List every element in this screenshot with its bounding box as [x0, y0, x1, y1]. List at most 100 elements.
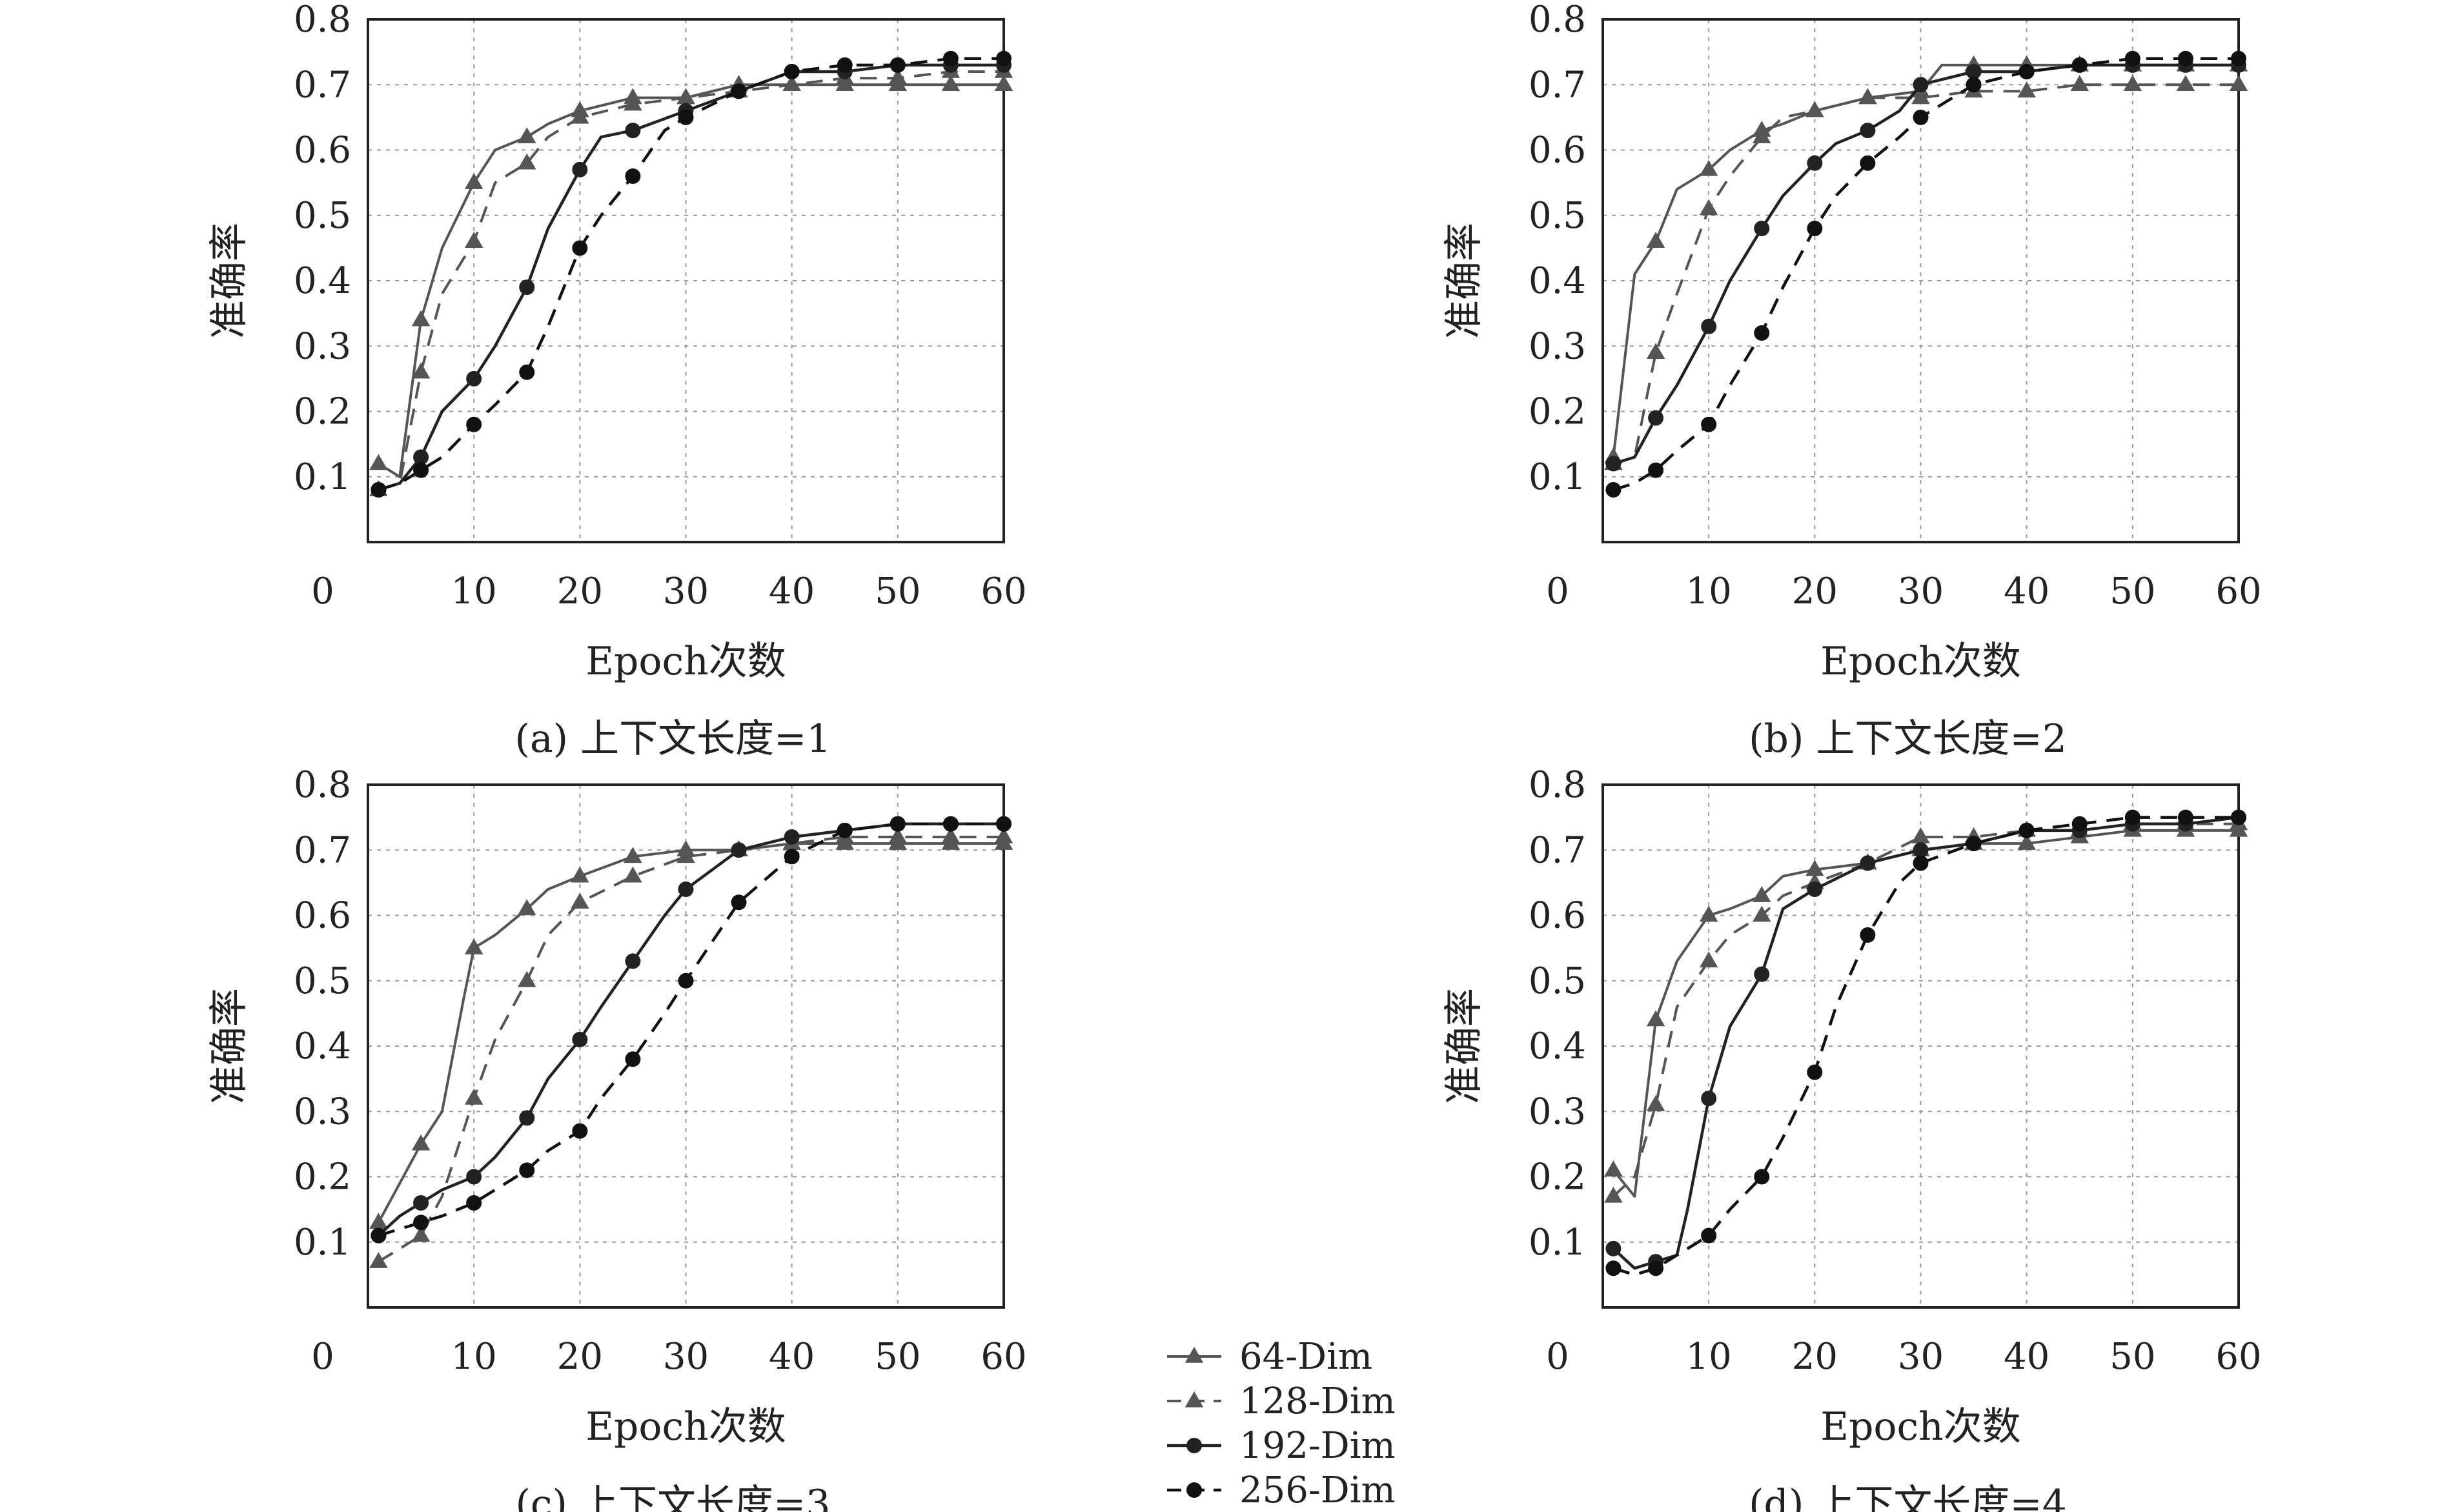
y-axis-label: 准确率	[1441, 223, 1487, 339]
y-tick-label: 0.3	[1529, 325, 1586, 367]
y-tick-label: 0.7	[1529, 64, 1586, 106]
data-point-marker	[1701, 416, 1717, 432]
y-tick-label: 0.3	[294, 325, 351, 367]
panel-caption: (c) 上下文长度=3	[516, 1482, 831, 1512]
y-tick-label: 0.1	[294, 1222, 351, 1264]
data-point-marker	[1699, 951, 1718, 968]
legend-item: 128-Dim	[1167, 1380, 1396, 1422]
y-tick-label: 0.3	[294, 1091, 351, 1133]
data-point-marker	[1911, 88, 1930, 105]
data-point-marker	[676, 847, 695, 863]
data-point-marker	[1754, 1169, 1770, 1185]
plot-area-frame	[1601, 783, 2240, 1309]
chart-panel-1: 0.1 0.2 0.3 0.4 0.5 0.6 0.7 0.8 0 10 20 30 40 50 60 Epo…	[207, 0, 1027, 761]
x-tick-label: 30	[663, 570, 709, 612]
series-256-Dim	[1605, 809, 2246, 1276]
data-point-marker	[731, 842, 747, 858]
y-tick-label: 0.7	[1529, 829, 1586, 871]
data-point-marker	[625, 953, 641, 969]
series-192-Dim	[371, 816, 1012, 1244]
y-tick-label: 0.4	[1529, 260, 1586, 302]
data-point-marker	[466, 1169, 482, 1185]
legend-item: 192-Dim	[1167, 1425, 1396, 1467]
data-point-marker	[369, 1252, 388, 1268]
data-point-marker	[1701, 1091, 1717, 1106]
data-point-marker	[1966, 64, 1982, 79]
panels: 0.1 0.2 0.3 0.4 0.5 0.6 0.7 0.8 0 10 20 30 40 50 60 Epo…	[207, 0, 2262, 1512]
x-tick-label: 0	[1546, 570, 1569, 612]
panel-caption: (d) 上下文长度=4	[1749, 1482, 2067, 1512]
series-line	[1612, 63, 2239, 465]
data-point-marker	[1807, 221, 1823, 236]
series-line	[1612, 816, 2239, 1270]
series-line	[378, 63, 1004, 492]
data-point-marker	[1860, 155, 1876, 171]
chart-panel-4: 0.1 0.2 0.3 0.4 0.5 0.6 0.7 0.8 0 10 20 30 40 50 60 Epo…	[1441, 764, 2262, 1512]
data-point-marker	[519, 364, 535, 380]
y-tick-label: 0.2	[1529, 1156, 1586, 1198]
data-point-marker	[2231, 50, 2246, 66]
data-point-marker	[1754, 966, 1770, 982]
x-tick-label: 30	[1898, 1336, 1944, 1378]
x-tick-label: 20	[1792, 570, 1838, 612]
series-line	[1612, 83, 2239, 465]
y-tick-label: 0.8	[1529, 764, 1586, 806]
data-point-marker	[1646, 232, 1665, 248]
legend-item: 64-Dim	[1167, 1336, 1372, 1378]
x-tick-label: 60	[2215, 1336, 2261, 1378]
data-point-marker	[1605, 482, 1622, 498]
data-point-marker	[518, 127, 536, 143]
data-point-marker	[1699, 159, 1718, 176]
data-point-marker	[413, 1195, 429, 1211]
y-tick-label: 0.4	[294, 1025, 351, 1067]
data-point-marker	[464, 173, 483, 189]
x-axis-label: Epoch次数	[585, 639, 786, 684]
data-point-marker	[731, 83, 747, 99]
data-point-marker	[888, 827, 908, 843]
y-axis-label: 准确率	[207, 988, 252, 1104]
data-point-marker	[464, 1089, 483, 1105]
data-point-marker	[411, 1134, 431, 1151]
data-point-marker	[413, 462, 429, 478]
x-tick-label: 40	[769, 570, 815, 612]
legend-label: 128-Dim	[1239, 1380, 1396, 1422]
data-point-marker	[1913, 855, 1929, 871]
legend-marker	[1184, 1391, 1204, 1407]
y-tick-label: 0.2	[1529, 391, 1586, 433]
series-128-Dim	[1604, 75, 2248, 470]
data-point-marker	[996, 816, 1012, 832]
x-tick-label: 50	[2110, 570, 2155, 612]
data-point-marker	[678, 882, 694, 897]
data-point-marker	[519, 1162, 535, 1178]
data-point-marker	[1911, 827, 1930, 843]
data-point-marker	[1648, 410, 1664, 426]
data-point-marker	[942, 816, 959, 832]
data-point-marker	[466, 416, 482, 432]
data-point-marker	[1605, 1240, 1622, 1256]
series-192-Dim	[1605, 809, 2246, 1270]
data-point-marker	[625, 123, 641, 139]
data-point-marker	[2018, 822, 2035, 838]
data-point-marker	[1913, 109, 1929, 125]
data-point-marker	[784, 829, 800, 845]
data-point-marker	[1646, 1010, 1665, 1027]
data-point-marker	[624, 94, 642, 111]
x-tick-label: 60	[981, 1336, 1026, 1378]
data-point-marker	[411, 362, 431, 379]
series-128-Dim	[369, 62, 1013, 496]
y-tick-label: 0.4	[294, 260, 351, 302]
data-point-marker	[994, 827, 1013, 843]
data-point-marker	[413, 449, 429, 465]
data-point-marker	[519, 1110, 535, 1126]
data-point-marker	[837, 57, 853, 73]
data-point-marker	[572, 1123, 588, 1139]
data-point-marker	[518, 899, 536, 916]
data-point-marker	[1754, 221, 1770, 236]
series-64-Dim	[369, 75, 1013, 478]
x-tick-label: 0	[1546, 1336, 1569, 1378]
data-point-marker	[2017, 81, 2036, 98]
x-tick-label: 20	[557, 570, 603, 612]
data-point-marker	[624, 866, 642, 883]
x-tick-label: 20	[557, 1336, 603, 1378]
